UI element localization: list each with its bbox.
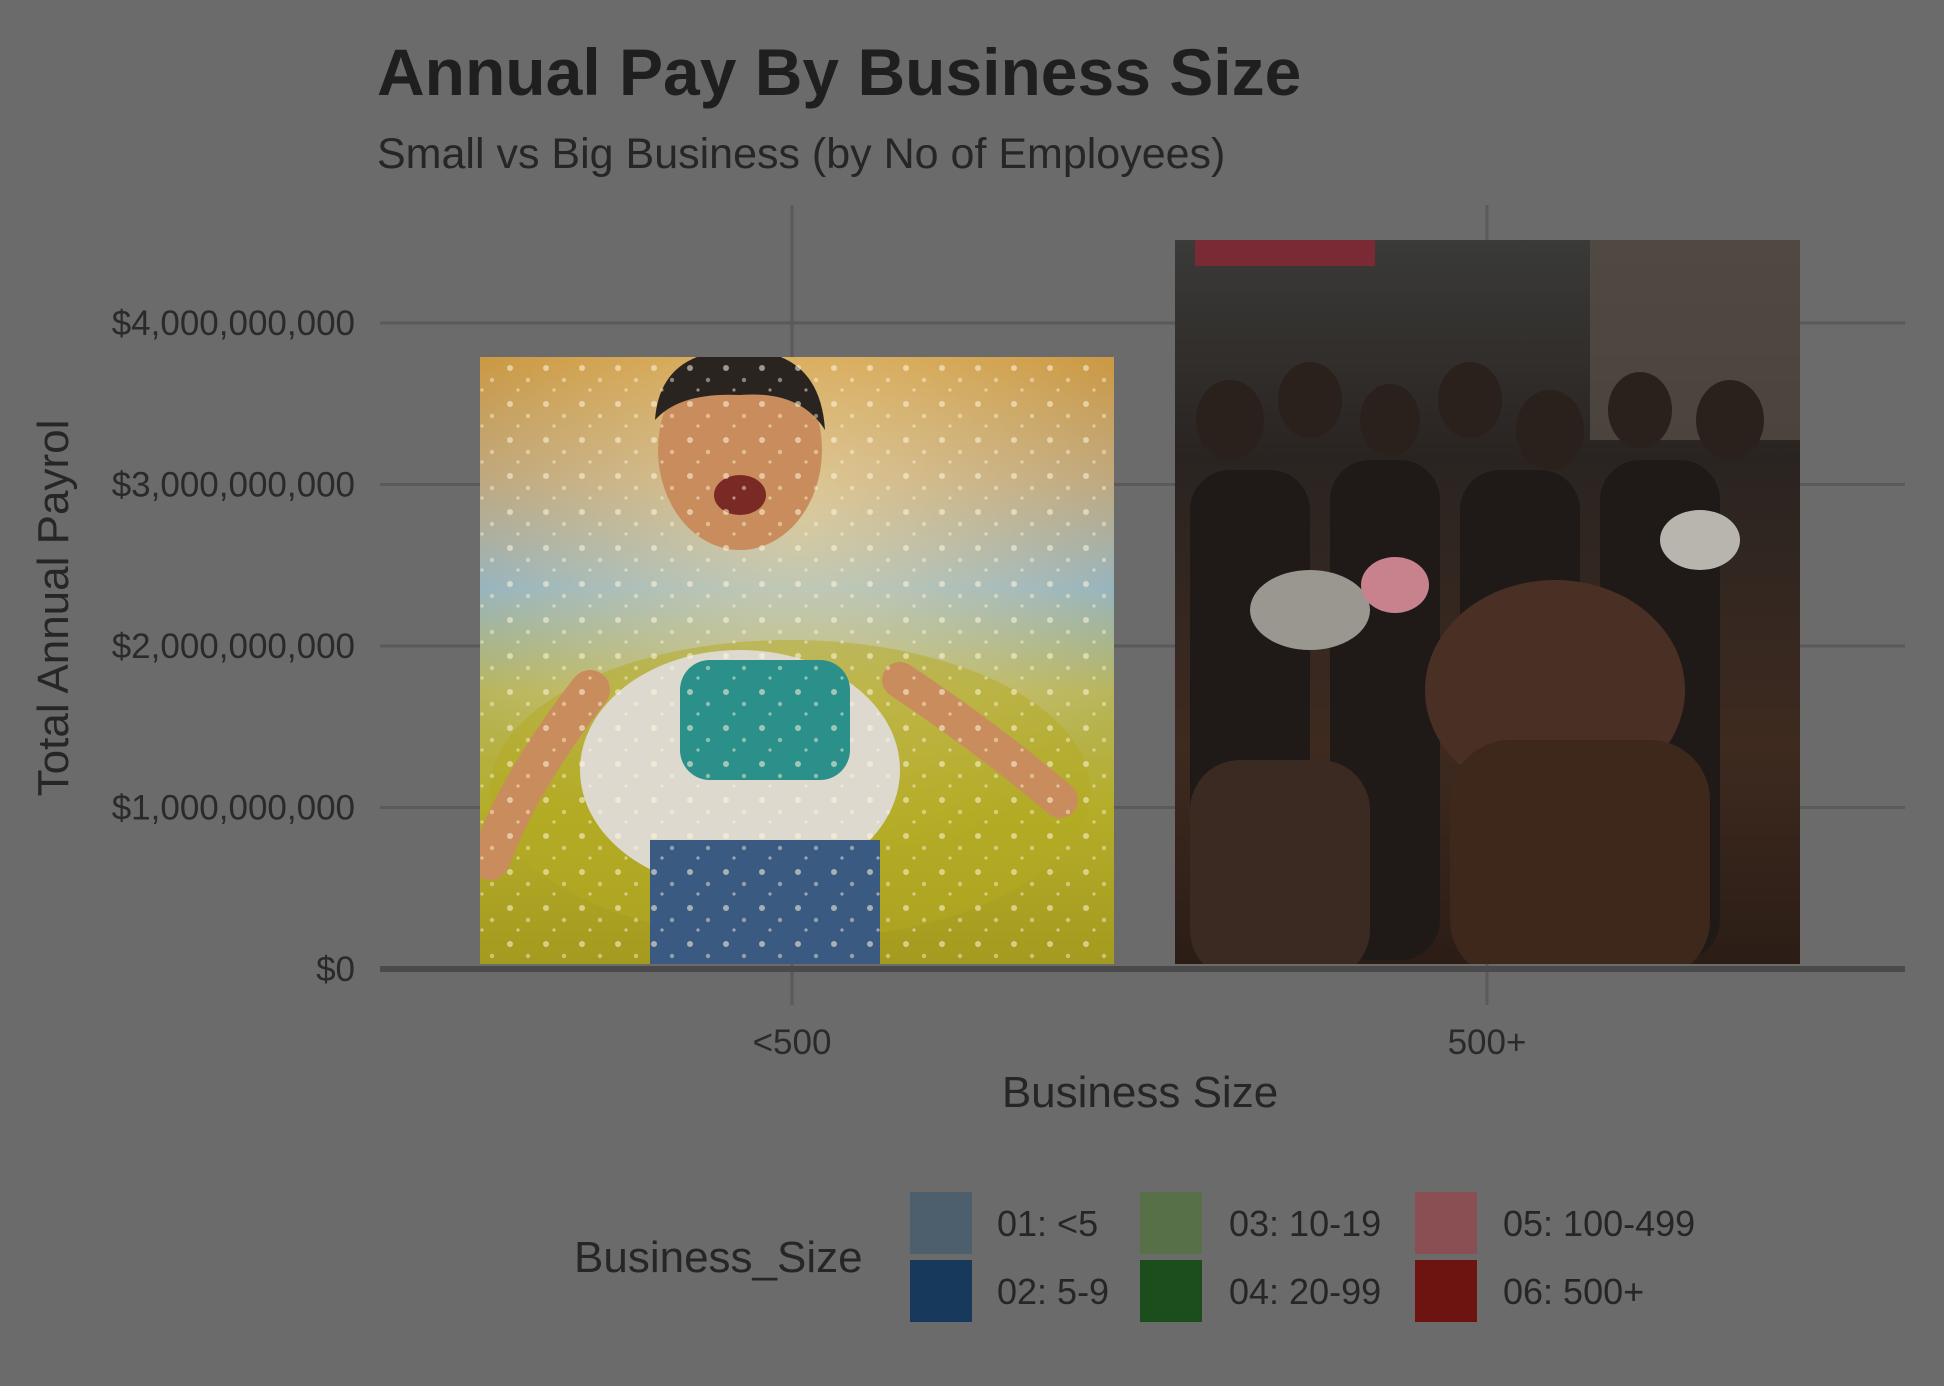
legend-swatch-2 <box>910 1260 972 1322</box>
legend-swatch-1 <box>910 1192 972 1254</box>
y-tick-label-2: $2,000,000,000 <box>112 627 355 666</box>
y-tick-label-3: $3,000,000,000 <box>112 466 355 505</box>
bar-500-plus <box>1175 240 1800 964</box>
legend-label-4: 04: 20-99 <box>1229 1271 1381 1312</box>
x-axis-ticks: <500 500+ <box>753 1023 1527 1062</box>
legend-swatch-4 <box>1140 1260 1202 1322</box>
legend-label-6: 06: 500+ <box>1503 1271 1644 1312</box>
y-tick-label-4: $4,000,000,000 <box>112 304 355 343</box>
legend-label-2: 02: 5-9 <box>997 1271 1109 1312</box>
legend-swatch-3 <box>1140 1192 1202 1254</box>
y-tick-label-1: $1,000,000,000 <box>112 789 355 828</box>
y-axis-ticks: $0 $1,000,000,000 $2,000,000,000 $3,000,000… <box>112 304 355 989</box>
legend-label-1: 01: <5 <box>997 1203 1098 1244</box>
legend-swatch-5 <box>1415 1192 1477 1254</box>
chart-title: Annual Pay By Business Size <box>377 35 1301 109</box>
y-tick-label-0: $0 <box>316 950 355 989</box>
legend: 01: <5 02: 5-9 03: 10-19 04: 20-99 05: 100-4… <box>910 1192 1695 1322</box>
chart-subtitle: Small vs Big Business (by No of Employee… <box>377 130 1225 178</box>
y-axis-title: Total Annual Payrol <box>29 420 78 797</box>
x-tick-label-0: <500 <box>753 1023 832 1062</box>
x-tick-label-1: 500+ <box>1448 1023 1527 1062</box>
legend-title: Business_Size <box>574 1233 863 1282</box>
legend-label-5: 05: 100-499 <box>1503 1203 1695 1244</box>
legend-swatch-6 <box>1415 1260 1477 1322</box>
bar-less-than-500 <box>480 357 1114 964</box>
x-axis-title: Business Size <box>1002 1068 1278 1117</box>
legend-label-3: 03: 10-19 <box>1229 1203 1381 1244</box>
